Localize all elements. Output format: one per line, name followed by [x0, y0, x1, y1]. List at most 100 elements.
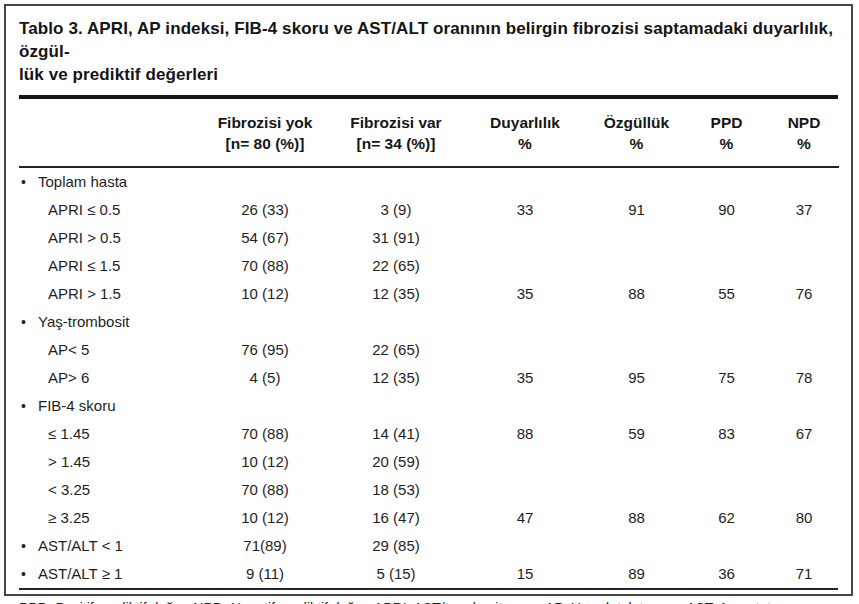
header-cell-fibrozisi-var: Fibrozisi var [n= 34 (%)]	[331, 99, 461, 167]
header-cell-duyarlilik: Duyarlılık %	[461, 99, 589, 167]
cell-value	[461, 475, 589, 503]
cell-value	[589, 251, 684, 279]
cell-value	[199, 391, 331, 419]
table-row: > 1.4510 (12)20 (59)	[19, 447, 839, 475]
header-label: NPD	[769, 112, 839, 133]
row-label-text: AST/ALT < 1	[38, 537, 123, 554]
cell-value: 71(89)	[199, 531, 331, 559]
table-row: •AST/ALT < 171(89)29 (85)	[19, 531, 839, 559]
header-sublabel: %	[589, 133, 684, 154]
cell-value: 83	[684, 419, 769, 447]
row-label: > 1.45	[19, 447, 199, 475]
cell-value: 22 (65)	[331, 251, 461, 279]
row-label: AP> 6	[19, 363, 199, 391]
cell-value: 55	[684, 279, 769, 307]
row-label-text: Yaş-trombosit	[38, 313, 129, 330]
cell-value	[684, 167, 769, 195]
cell-value: 70 (88)	[199, 251, 331, 279]
cell-value: 88	[461, 419, 589, 447]
row-label-text: APRI ≤ 1.5	[48, 257, 120, 274]
row-label: APRI ≤ 0.5	[19, 195, 199, 223]
header-label: Duyarlılık	[461, 112, 589, 133]
bullet-marker: •	[21, 174, 38, 190]
cell-value	[461, 335, 589, 363]
cell-value	[684, 531, 769, 559]
cell-value	[461, 391, 589, 419]
cell-value	[331, 391, 461, 419]
cell-value	[331, 167, 461, 195]
row-label-text: FIB-4 skoru	[38, 397, 116, 414]
cell-value	[684, 307, 769, 335]
cell-value: 31 (91)	[331, 223, 461, 251]
cell-value: 10 (12)	[199, 279, 331, 307]
header-label: Fibrozisi yok	[199, 112, 331, 133]
bullet-marker: •	[21, 566, 38, 582]
row-label: •AST/ALT ≥ 1	[19, 559, 199, 587]
header-cell-ppd: PPD %	[684, 99, 769, 167]
cell-value	[461, 531, 589, 559]
cell-value: 37	[769, 195, 839, 223]
cell-value: 62	[684, 503, 769, 531]
header-label: Fibrozisi var	[331, 112, 461, 133]
row-label: ≥ 3.25	[19, 503, 199, 531]
cell-value	[684, 475, 769, 503]
row-label: AP< 5	[19, 335, 199, 363]
cell-value: 90	[684, 195, 769, 223]
header-label: PPD	[684, 112, 769, 133]
header-sublabel: [n= 80 (%)]	[199, 133, 331, 154]
cell-value: 18 (53)	[331, 475, 461, 503]
cell-value: 12 (35)	[331, 363, 461, 391]
cell-value	[331, 307, 461, 335]
table-row: •Yaş-trombosit	[19, 307, 839, 335]
cell-value: 36	[684, 559, 769, 587]
cell-value: 54 (67)	[199, 223, 331, 251]
cell-value	[589, 475, 684, 503]
cell-value: 80	[769, 503, 839, 531]
cell-value: 35	[461, 363, 589, 391]
cell-value: 70 (88)	[199, 475, 331, 503]
header-label: Özgüllük	[589, 112, 684, 133]
cell-value: 22 (65)	[331, 335, 461, 363]
cell-value: 75	[684, 363, 769, 391]
table-frame: Tablo 3. APRI, AP indeksi, FIB-4 skoru v…	[4, 4, 853, 596]
data-table: Fibrozisi yok [n= 80 (%)] Fibrozisi var …	[19, 99, 839, 587]
cell-value: 4 (5)	[199, 363, 331, 391]
row-label: •AST/ALT < 1	[19, 531, 199, 559]
cell-value	[589, 531, 684, 559]
row-label-text: ≤ 1.45	[48, 425, 90, 442]
cell-value: 16 (47)	[331, 503, 461, 531]
cell-value	[199, 307, 331, 335]
table-row: •FIB-4 skoru	[19, 391, 839, 419]
cell-value: 10 (12)	[199, 447, 331, 475]
row-label: •Toplam hasta	[19, 167, 199, 195]
cell-value	[589, 391, 684, 419]
header-cell-fibrozisi-yok: Fibrozisi yok [n= 80 (%)]	[199, 99, 331, 167]
cell-value	[684, 447, 769, 475]
cell-value	[461, 167, 589, 195]
cell-value	[769, 307, 839, 335]
cell-value	[684, 223, 769, 251]
header-row: Fibrozisi yok [n= 80 (%)] Fibrozisi var …	[19, 99, 839, 167]
header-sublabel: %	[461, 133, 589, 154]
header-sublabel: [n= 34 (%)]	[331, 133, 461, 154]
table-row: < 3.2570 (88)18 (53)	[19, 475, 839, 503]
row-label-text: ≥ 3.25	[48, 509, 90, 526]
cell-value: 3 (9)	[331, 195, 461, 223]
cell-value: 88	[589, 503, 684, 531]
cell-value	[589, 307, 684, 335]
row-label-text: APRI ≤ 0.5	[48, 201, 120, 218]
cell-value	[461, 307, 589, 335]
cell-value	[769, 223, 839, 251]
table-row: APRI ≤ 1.5 70 (88)22 (65)	[19, 251, 839, 279]
row-label: •Yaş-trombosit	[19, 307, 199, 335]
cell-value: 10 (12)	[199, 503, 331, 531]
cell-value: 76 (95)	[199, 335, 331, 363]
row-label: •FIB-4 skoru	[19, 391, 199, 419]
cell-value	[589, 447, 684, 475]
cell-value: 33	[461, 195, 589, 223]
cell-value: 15	[461, 559, 589, 587]
cell-value: 47	[461, 503, 589, 531]
cell-value	[769, 167, 839, 195]
row-label-text: APRI > 1.5	[48, 285, 121, 302]
bullet-marker: •	[21, 398, 38, 414]
